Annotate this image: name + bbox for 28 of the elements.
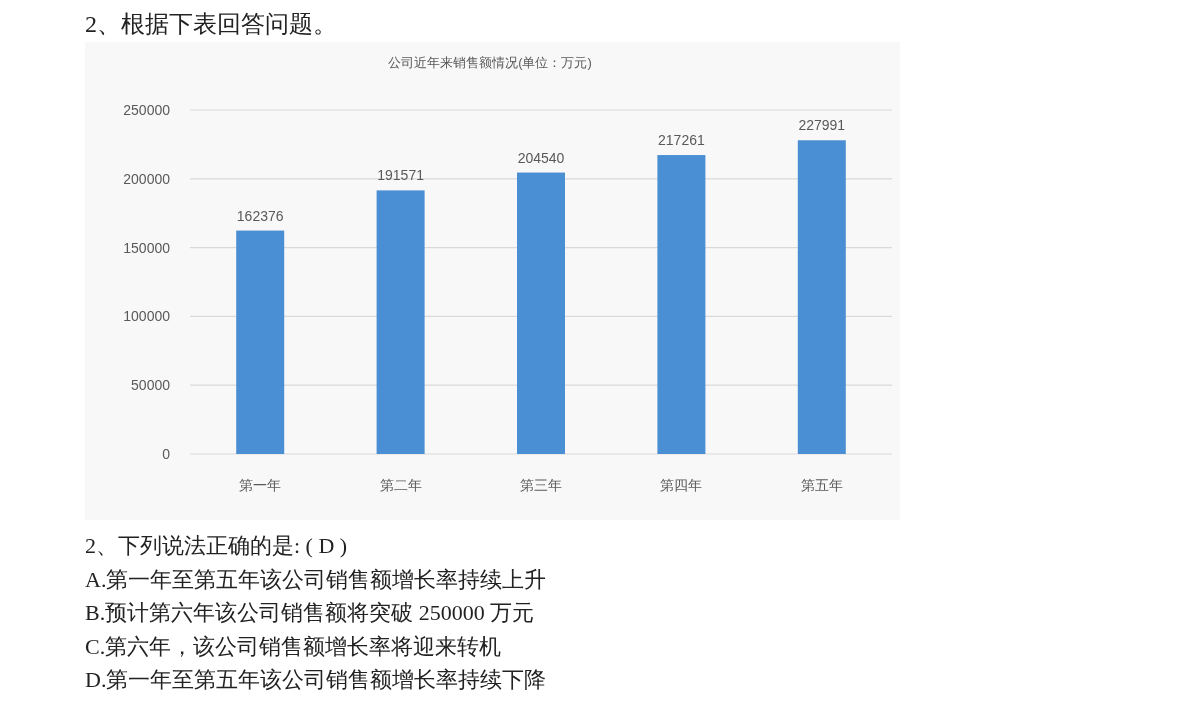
data-label: 227991 bbox=[798, 117, 846, 134]
text: A.第一年至第五年该公司销售额增长率持续上升 bbox=[85, 566, 547, 592]
y-tick-label: 150000 bbox=[123, 239, 171, 256]
x-tick-label: 第五年 bbox=[800, 477, 843, 493]
x-tick-label: 第三年 bbox=[520, 477, 562, 493]
text: 2、根据下表回答问题。 bbox=[85, 11, 337, 37]
y-tick-label: 0 bbox=[162, 446, 171, 462]
bar bbox=[517, 172, 565, 454]
text: 2、下列说法正确的是: ( D ) bbox=[85, 533, 348, 558]
bar bbox=[657, 155, 706, 454]
x-tick-label: 第二年 bbox=[379, 477, 422, 493]
y-tick-label: 50000 bbox=[131, 377, 171, 394]
text: D.第一年至第五年该公司销售额增长率持续下降 bbox=[85, 667, 547, 692]
bar bbox=[376, 190, 425, 454]
data-label: 191571 bbox=[377, 167, 425, 184]
chart-title: 公司近年来销售额情况(单位：万元) bbox=[388, 55, 592, 70]
data-label: 217261 bbox=[658, 132, 705, 149]
y-tick-label: 250000 bbox=[123, 102, 171, 118]
data-label: 162376 bbox=[236, 207, 284, 224]
x-tick-label: 第四年 bbox=[660, 477, 703, 493]
y-tick-label: 200000 bbox=[123, 170, 171, 187]
bar bbox=[797, 140, 846, 454]
x-tick-label: 第一年 bbox=[239, 477, 282, 493]
y-tick-label: 100000 bbox=[123, 308, 171, 325]
text: C.第六年，该公司销售额增长率将迎来转机 bbox=[85, 633, 502, 659]
text: B.预计第六年该公司销售额将突破 250000 万元 bbox=[85, 600, 535, 625]
bar bbox=[236, 230, 285, 454]
data-label: 204540 bbox=[517, 149, 565, 166]
